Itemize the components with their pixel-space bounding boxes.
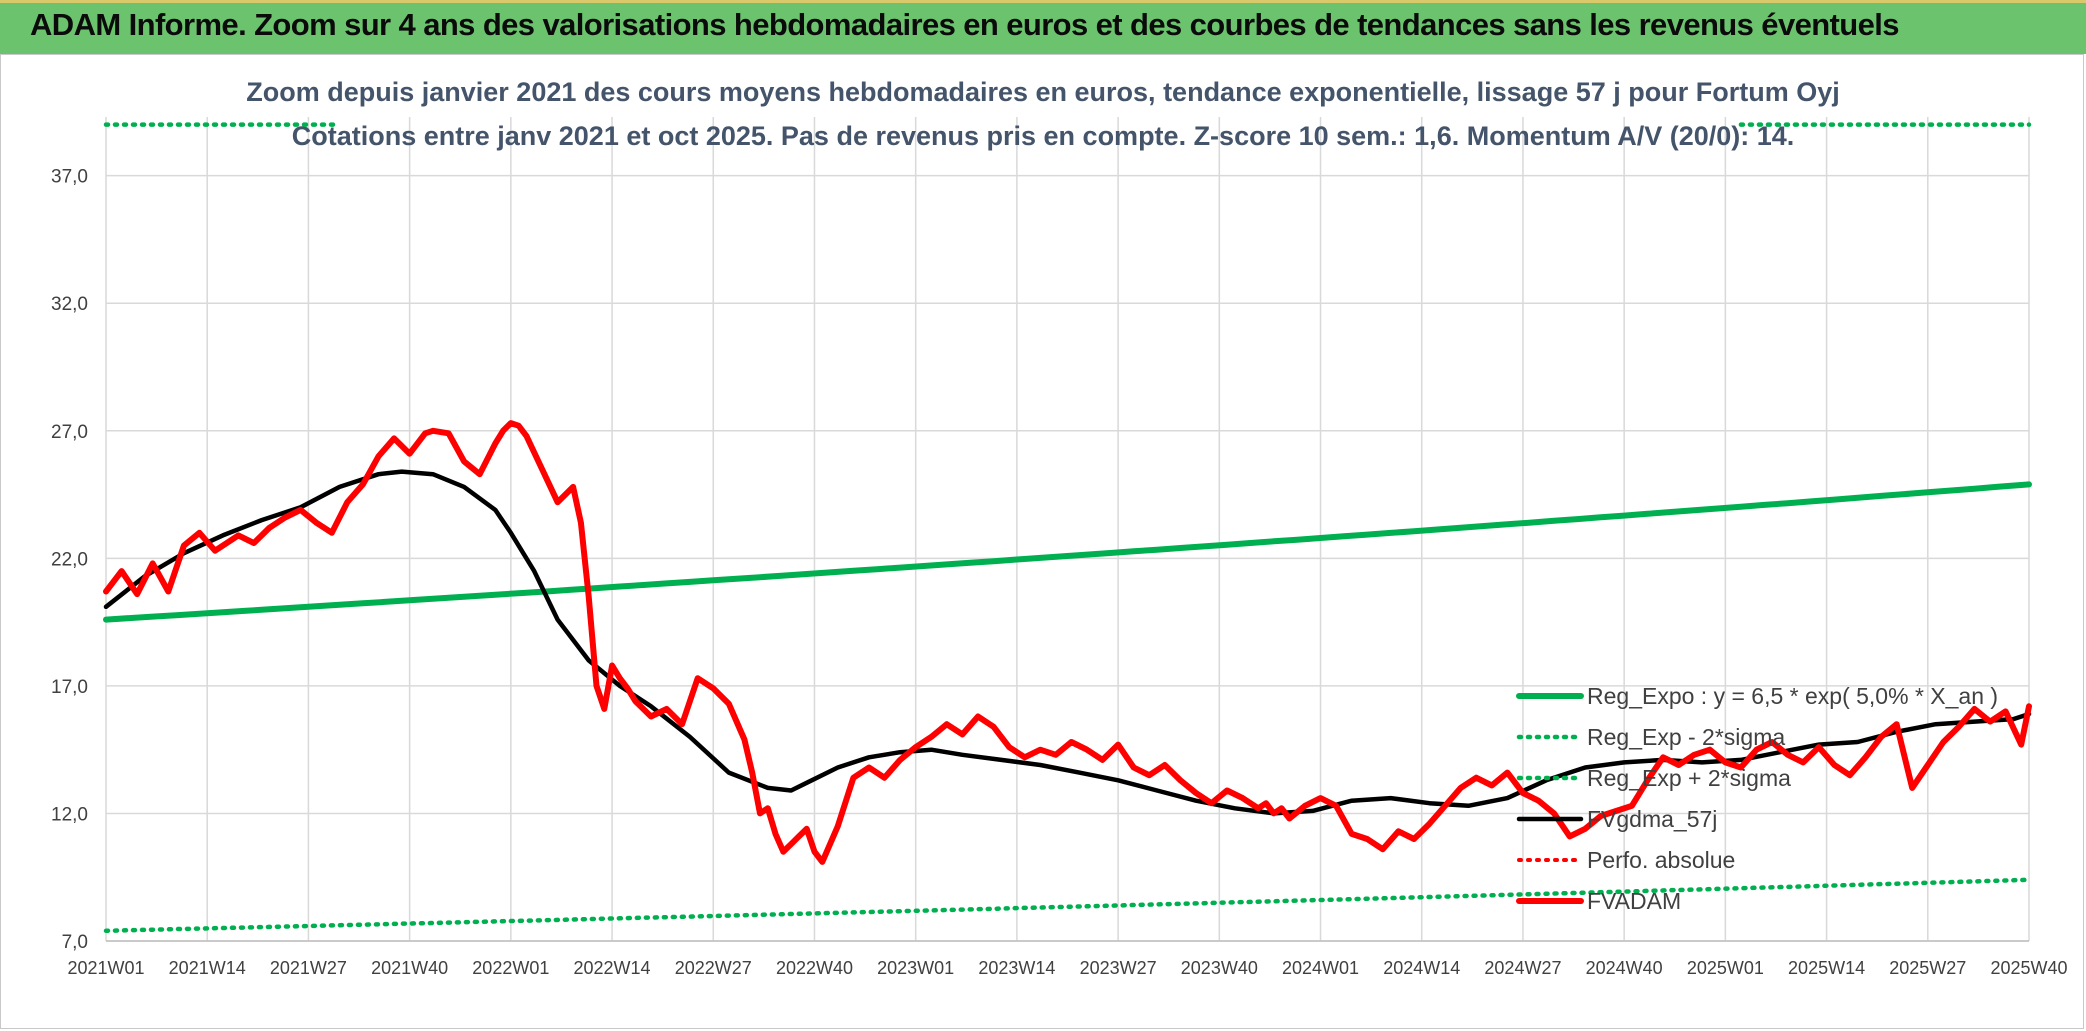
chart-series (103, 122, 2032, 934)
x-tick-label: 2022W40 (776, 958, 853, 978)
x-tick-label: 2021W01 (67, 958, 144, 978)
legend-label: FVADAM (1587, 888, 1681, 914)
y-tick-label: 22,0 (51, 549, 88, 570)
x-tick-label: 2022W14 (574, 958, 651, 978)
y-tick-label: 7,0 (62, 932, 88, 953)
x-tick-label: 2025W27 (1889, 958, 1966, 978)
x-tick-label: 2021W27 (270, 958, 347, 978)
chart-title-line-1: Zoom depuis janvier 2021 des cours moyen… (246, 77, 1840, 107)
legend-label: Perfo. absolue (1587, 847, 1735, 873)
chart-frame: Zoom depuis janvier 2021 des cours moyen… (0, 54, 2084, 1029)
x-tick-label: 2025W14 (1788, 958, 1865, 978)
x-tick-label: 2024W40 (1586, 958, 1663, 978)
x-tick-label: 2024W14 (1383, 958, 1460, 978)
series-line-3 (103, 469, 2032, 816)
series-line-0 (103, 481, 2032, 623)
y-tick-label: 12,0 (51, 804, 88, 825)
x-tick-label: 2021W14 (169, 958, 246, 978)
x-tick-label: 2023W40 (1181, 958, 1258, 978)
series-line-1 (103, 877, 2032, 934)
legend-label: FVgdma_57j (1587, 806, 1717, 832)
x-tick-label: 2025W01 (1687, 958, 1764, 978)
x-tick-label: 2022W01 (472, 958, 549, 978)
x-tick-label: 2024W01 (1282, 958, 1359, 978)
legend-label: Reg_Exp - 2*sigma (1587, 724, 1785, 750)
x-tick-label: 2023W27 (1080, 958, 1157, 978)
y-tick-label: 17,0 (51, 677, 88, 698)
chart-title: Zoom depuis janvier 2021 des cours moyen… (246, 77, 1840, 151)
y-tick-label: 27,0 (51, 422, 88, 443)
x-tick-label: 2023W01 (877, 958, 954, 978)
legend-label: Reg_Exp + 2*sigma (1587, 765, 1791, 791)
x-tick-label: 2021W40 (371, 958, 448, 978)
x-tick-label: 2024W27 (1484, 958, 1561, 978)
chart-legend: Reg_Expo : y = 6,5 * exp( 5,0% * X_an ) R… (1516, 683, 1998, 914)
chart-title-line-2: Cotations entre janv 2021 et oct 2025. P… (292, 121, 1795, 151)
page-title: ADAM Informe. Zoom sur 4 ans des valoris… (30, 7, 1900, 42)
legend-label: Reg_Expo : y = 6,5 * exp( 5,0% * X_an ) (1587, 683, 1998, 709)
y-tick-label: 32,0 (51, 294, 88, 315)
y-tick-label: 37,0 (51, 167, 88, 188)
x-tick-label: 2023W14 (978, 958, 1055, 978)
chart-canvas: Zoom depuis janvier 2021 des cours moyen… (51, 77, 2068, 978)
chart-axes: 7,0 12,0 17,0 22,0 27,0 32,0 37,0 2021W01 2021W1… (51, 167, 2068, 978)
x-tick-label: 2022W27 (675, 958, 752, 978)
series-line-5 (103, 420, 2032, 865)
x-tick-label: 2025W40 (1990, 958, 2067, 978)
chart-grid (105, 117, 2030, 942)
header-banner: ADAM Informe. Zoom sur 4 ans des valoris… (0, 0, 2086, 54)
